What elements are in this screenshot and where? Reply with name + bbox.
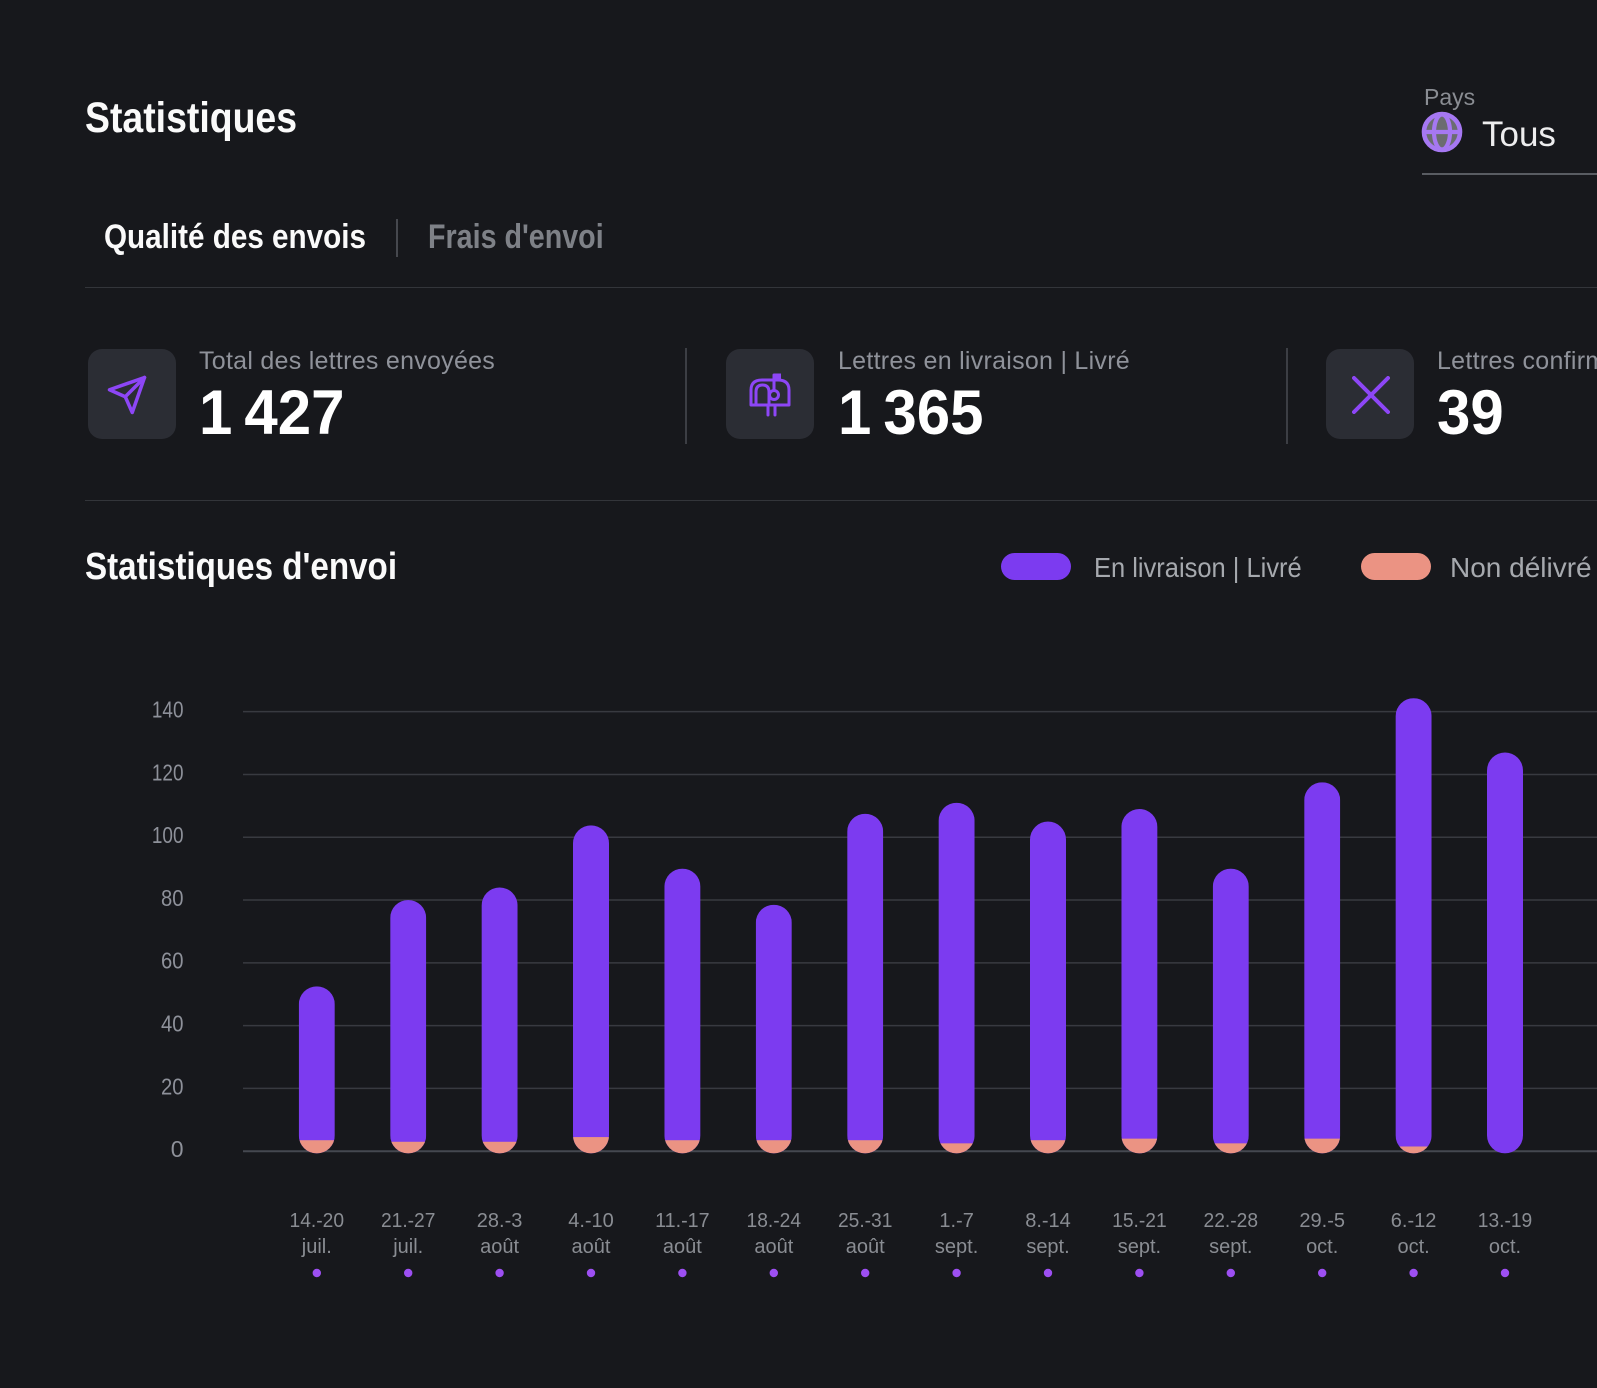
svg-text:oct.: oct. [1489, 1236, 1521, 1258]
svg-text:août: août [663, 1236, 702, 1258]
svg-text:13.-19: 13.-19 [1478, 1210, 1533, 1232]
svg-text:100: 100 [152, 822, 184, 848]
svg-text:0: 0 [171, 1136, 184, 1162]
svg-text:4.-10: 4.-10 [568, 1210, 614, 1232]
svg-text:80: 80 [161, 885, 184, 911]
svg-text:29.-5: 29.-5 [1299, 1210, 1345, 1232]
svg-text:40: 40 [161, 1011, 184, 1037]
svg-text:15.-21: 15.-21 [1112, 1210, 1167, 1232]
svg-text:25.-31: 25.-31 [838, 1210, 893, 1232]
svg-text:sept.: sept. [1118, 1236, 1161, 1258]
svg-text:sept.: sept. [935, 1236, 978, 1258]
svg-text:21.-27: 21.-27 [381, 1210, 436, 1232]
svg-text:oct.: oct. [1397, 1236, 1429, 1258]
svg-text:sept.: sept. [1026, 1236, 1069, 1258]
svg-text:août: août [480, 1236, 519, 1258]
svg-text:oct.: oct. [1306, 1236, 1338, 1258]
svg-text:18.-24: 18.-24 [747, 1210, 802, 1232]
svg-text:juil.: juil. [301, 1236, 332, 1258]
svg-text:sept.: sept. [1209, 1236, 1252, 1258]
svg-text:août: août [572, 1236, 611, 1258]
svg-text:juil.: juil. [392, 1236, 423, 1258]
svg-text:14.-20: 14.-20 [290, 1210, 345, 1232]
svg-text:11.-17: 11.-17 [655, 1210, 710, 1232]
svg-text:août: août [846, 1236, 885, 1258]
svg-text:120: 120 [152, 759, 184, 785]
svg-text:20: 20 [161, 1073, 184, 1099]
svg-text:août: août [754, 1236, 793, 1258]
svg-text:28.-3: 28.-3 [477, 1210, 523, 1232]
svg-text:140: 140 [152, 697, 184, 723]
svg-text:1.-7: 1.-7 [939, 1210, 973, 1232]
svg-text:22.-28: 22.-28 [1204, 1210, 1259, 1232]
svg-text:60: 60 [161, 948, 184, 974]
svg-text:6.-12: 6.-12 [1391, 1210, 1437, 1232]
svg-text:8.-14: 8.-14 [1025, 1210, 1071, 1232]
